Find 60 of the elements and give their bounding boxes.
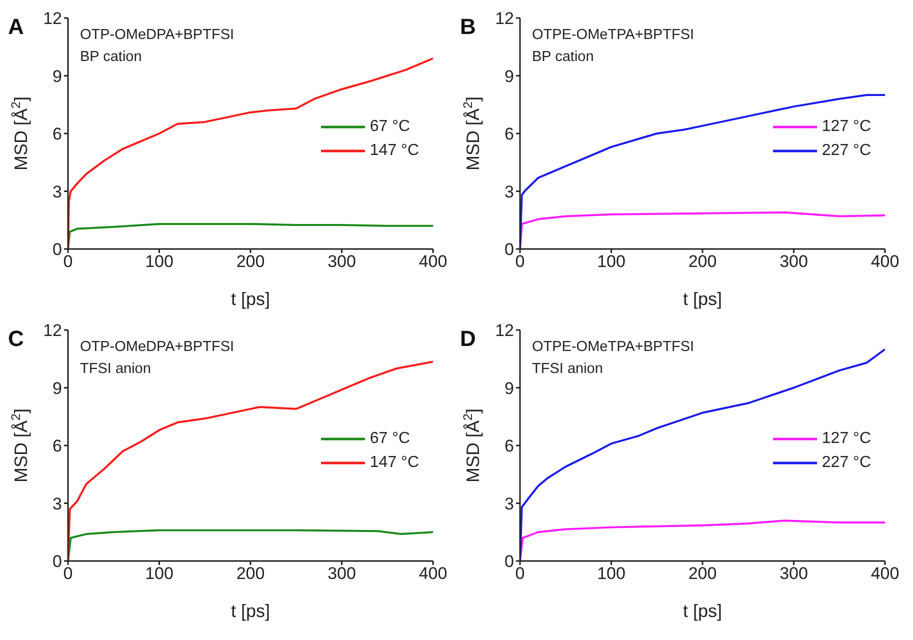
x-tick-label: 200 <box>236 564 265 584</box>
annotation: BP cation <box>532 48 595 67</box>
y-tick-label: 9 <box>504 378 514 398</box>
x-tick-label: 100 <box>145 564 174 584</box>
x-tick-label: 400 <box>418 564 448 584</box>
x-axis-title: t [ps] <box>682 601 722 621</box>
y-tick-label: 6 <box>52 436 62 456</box>
x-axis-title: t [ps] <box>682 289 722 309</box>
legend-label: 127 °C <box>822 118 871 136</box>
x-tick-label: 300 <box>780 564 808 584</box>
x-tick-label: 200 <box>688 564 717 584</box>
x-tick-label: 400 <box>870 252 900 272</box>
chart-title: C <box>8 326 24 352</box>
x-tick-label: 100 <box>597 252 626 272</box>
x-axis-title: t [ps] <box>230 601 270 621</box>
y-tick-label: 0 <box>504 552 514 572</box>
annotation: TFSI anion <box>80 360 152 379</box>
y-tick-label: 3 <box>52 494 62 514</box>
y-tick-label: 3 <box>504 182 514 202</box>
legend-label: 227 °C <box>822 142 871 160</box>
x-tick-label: 200 <box>236 252 265 272</box>
y-tick-label: 0 <box>52 552 62 572</box>
annotation: OTP-OMeDPA+BPTFSI <box>80 338 234 357</box>
x-tick-label: 300 <box>328 252 356 272</box>
annotation: BP cation <box>80 48 143 67</box>
y-tick-label: 6 <box>504 124 514 144</box>
y-tick-label: 12 <box>495 9 514 28</box>
chart-title: B <box>460 14 476 40</box>
x-tick-label: 400 <box>870 564 900 584</box>
legend-label: 127 °C <box>822 430 871 448</box>
y-tick-label: 9 <box>52 378 62 398</box>
legend-label: 147 °C <box>370 142 419 160</box>
annotation: OTPE-OMeTPA+BPTFSI <box>532 338 694 357</box>
legend-label: 67 °C <box>370 430 410 448</box>
legend-label: 67 °C <box>370 118 410 136</box>
y-tick-label: 3 <box>52 182 62 202</box>
y-tick-label: 9 <box>52 66 62 86</box>
x-tick-label: 300 <box>328 564 356 584</box>
x-tick-label: 100 <box>597 564 626 584</box>
chart-title: A <box>8 14 24 40</box>
y-tick-label: 0 <box>504 240 514 260</box>
y-tick-label: 12 <box>43 321 62 340</box>
annotation: OTP-OMeDPA+BPTFSI <box>80 26 234 45</box>
x-tick-label: 200 <box>688 252 717 272</box>
y-tick-label: 0 <box>52 240 62 260</box>
x-tick-label: 400 <box>418 252 448 272</box>
y-tick-label: 9 <box>504 66 514 86</box>
x-axis-title: t [ps] <box>230 289 270 309</box>
chart-title: D <box>460 326 476 352</box>
legend-label: 227 °C <box>822 454 871 472</box>
x-tick-label: 300 <box>780 252 808 272</box>
annotation: TFSI anion <box>532 360 604 379</box>
y-tick-label: 12 <box>495 321 514 340</box>
x-tick-label: 100 <box>145 252 174 272</box>
y-tick-label: 12 <box>43 9 62 28</box>
y-tick-label: 6 <box>504 436 514 456</box>
y-tick-label: 3 <box>504 494 514 514</box>
legend-label: 147 °C <box>370 454 419 472</box>
annotation: OTPE-OMeTPA+BPTFSI <box>532 26 694 45</box>
y-tick-label: 6 <box>52 124 62 144</box>
